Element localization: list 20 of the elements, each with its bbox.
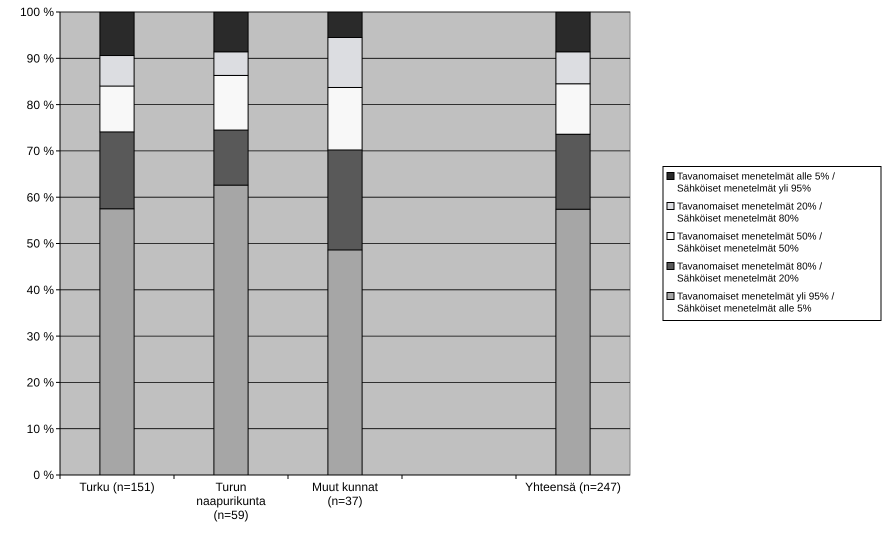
y-tick-label: 50 % bbox=[26, 236, 54, 251]
y-tick-label: 60 % bbox=[26, 190, 54, 204]
y-tick-label: 80 % bbox=[26, 98, 54, 112]
y-tick-label: 100 % bbox=[20, 5, 54, 20]
y-tick-label: 90 % bbox=[26, 52, 54, 66]
y-tick-label: 40 % bbox=[26, 283, 54, 297]
legend-label: Tavanomaiset menetelmät 80% / Sähköiset menetelmät 20% bbox=[677, 262, 822, 284]
y-tick-label: 20 % bbox=[26, 376, 54, 390]
y-tick-label: 0 % bbox=[33, 468, 54, 482]
x-tick-label: Turun naapurikunta (n=59) bbox=[196, 480, 266, 522]
legend-label: Tavanomaiset menetelmät yli 95% / Sähköiset menetelmät alle 5% bbox=[677, 292, 835, 314]
legend-label: Tavanomaiset menetelmät 50% / Sähköiset menetelmät 50% bbox=[677, 232, 822, 254]
x-tick-label: Yhteensä (n=247) bbox=[525, 480, 621, 494]
y-tick-label: 30 % bbox=[26, 329, 54, 344]
x-tick-label: Turku (n=151) bbox=[79, 480, 155, 494]
legend-label: Tavanomaiset menetelmät 20% / Sähköiset menetelmät 80% bbox=[677, 202, 822, 224]
x-tick-label: Muut kunnat (n=37) bbox=[312, 480, 379, 508]
y-tick-label: 70 % bbox=[26, 144, 54, 158]
legend-label: Tavanomaiset menetelmät alle 5% / Sähköiset menetelmät yli 95% bbox=[677, 172, 836, 194]
y-tick-label: 10 % bbox=[26, 422, 54, 436]
